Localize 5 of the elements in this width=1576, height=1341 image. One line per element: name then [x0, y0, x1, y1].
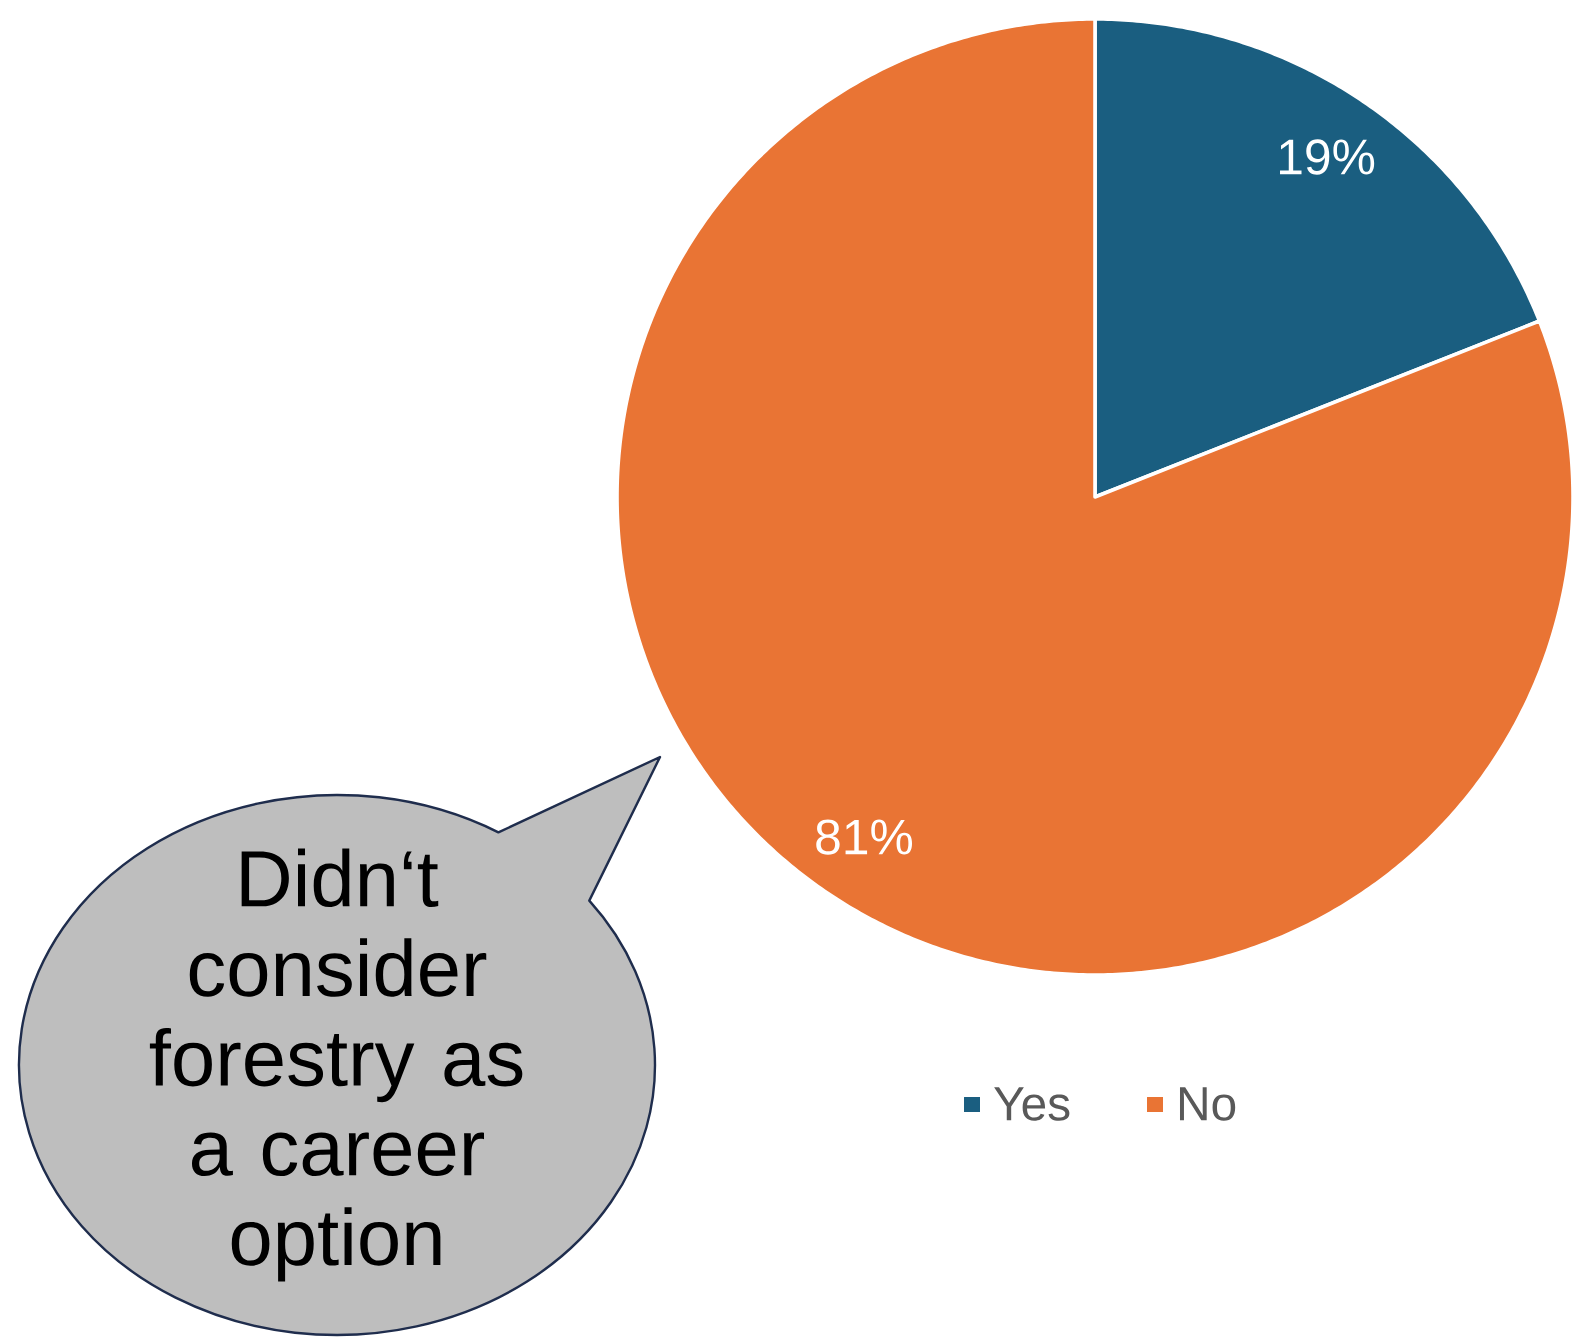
legend-label: Yes [994, 1087, 1070, 1121]
data-label: 81% [816, 819, 913, 855]
data-label: 19% [1280, 139, 1375, 175]
legend-label: No [1179, 1087, 1236, 1121]
text: Didn‘t consider forestry as a career option [149, 848, 523, 1282]
